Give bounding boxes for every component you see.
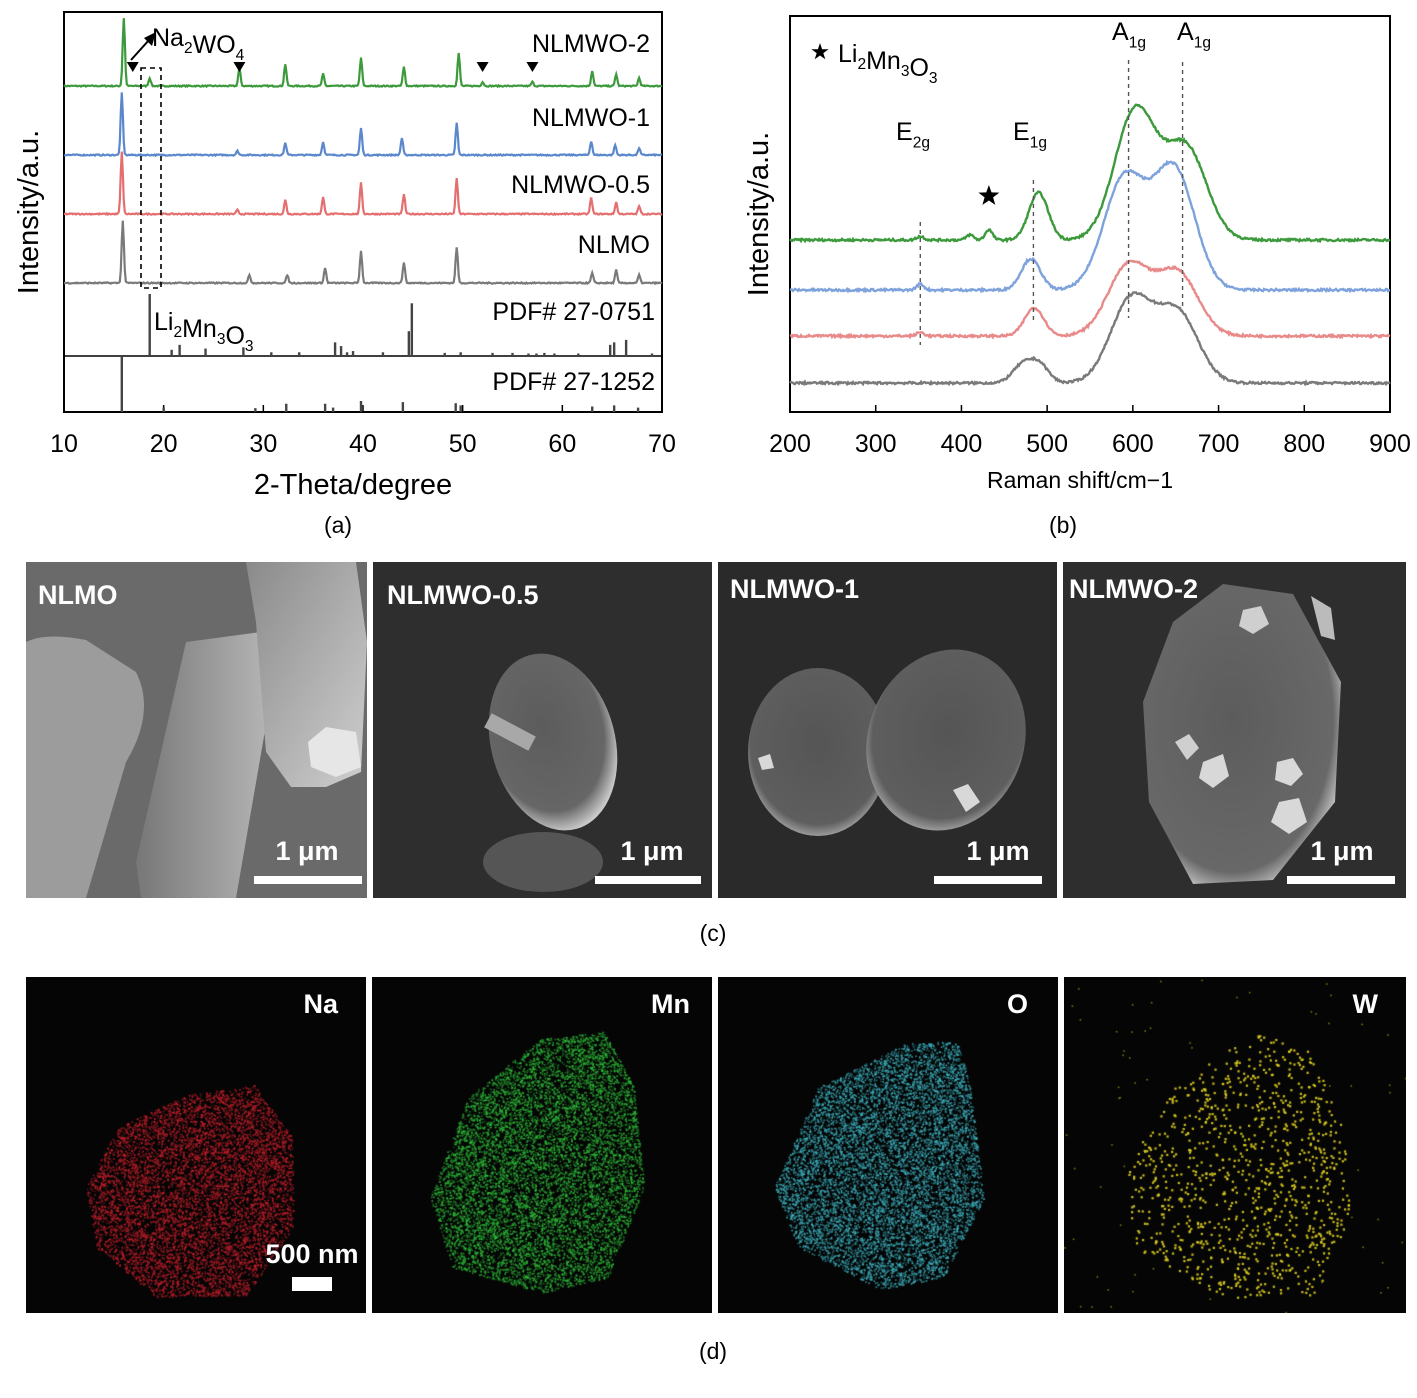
legend-label: Li2Mn3O3 [838,40,938,87]
scale-bar [254,876,362,884]
x-tick-label: 500 [1026,430,1068,458]
eds-map-o: O [718,977,1058,1313]
sem-image-nlmwo-2: NLMWO-2 1 μm [1063,562,1406,898]
x-tick-label: 600 [1112,430,1154,458]
xrd-chart: 10 20 30 40 50 60 70 2-Theta/degree Intensity/a.… [13,11,676,501]
scale-bar [595,876,701,884]
ref-label-2: PDF# 27-1252 [492,368,655,396]
scale-text: 1 μm [966,836,1030,866]
legend-star [811,43,829,60]
peak-label: A1g [1112,18,1146,52]
x-tick-label: 60 [548,430,576,458]
x-axis-label: 2-Theta/degree [254,469,452,501]
x-tick-label: 50 [449,430,477,458]
peak-label: E1g [1013,118,1047,152]
sem-image-nlmwo-1: NLMWO-1 1 μm [718,562,1057,898]
map-scale-text: 500 nm [265,1239,359,1269]
caption-c: (c) [699,920,727,946]
sem-image-nlmo: NLMO 1 μm [26,562,367,898]
ref-label-1: PDF# 27-0751 [492,298,655,326]
caption-d: (d) [698,1338,728,1364]
peak-marker-triangle [126,62,139,72]
star-marker [978,185,1000,205]
x-tick-label: 300 [855,430,897,458]
map-label-na: Na [303,989,338,1019]
y-axis-label: Intensity/a.u. [13,130,45,294]
raman-line-nlmo [789,291,1391,387]
peak-marker-triangle [233,62,246,72]
caption-b: (b) [1048,512,1078,538]
sem-image-nlmwo-0-5: NLMWO-0.5 1 μm [373,562,712,898]
xrd-line-nlmo [63,220,663,286]
peak-label: A1g [1177,18,1211,52]
eds-map-w: W [1064,977,1406,1313]
sem-label-nlmwo-2: NLMWO-2 [1069,574,1198,604]
series-label: NLMO [578,231,650,259]
xrd-line-nlmwo-2 [63,18,663,89]
eds-map-na: Na 500 nm [26,977,366,1313]
x-tick-label: 200 [769,430,811,458]
raman-chart: 200 300 400 500 600 700 800 900 Raman shift/cm−1… [743,15,1411,493]
scale-bar [1287,876,1395,884]
map-label-w: W [1352,989,1378,1019]
x-tick-label: 40 [349,430,377,458]
xrd-line-nlmwo-1 [63,92,663,158]
y-axis-label: Intensity/a.u. [743,132,775,296]
series-label: NLMWO-1 [532,104,650,132]
scale-text: 1 μm [620,836,684,866]
raman-line-nlmwo-1 [789,159,1391,294]
series-label: NLMWO-2 [532,30,650,58]
x-tick-label: 800 [1283,430,1325,458]
peak-marker-triangle [526,62,539,72]
x-axis-label: Raman shift/cm−1 [987,467,1173,493]
x-tick-label: 70 [648,430,676,458]
x-tick-label: 20 [150,430,178,458]
sem-label-nlmwo-1: NLMWO-1 [730,574,859,604]
plot-frame [789,15,1391,413]
x-tick-label: 900 [1369,430,1411,458]
map-scale-bar [292,1277,332,1291]
map-label-o: O [1006,989,1028,1019]
peak-label: E2g [896,118,930,152]
dashed-highlight-box [140,67,162,289]
x-tick-label: 10 [50,430,78,458]
sem-label-nlmwo-0-5: NLMWO-0.5 [387,580,539,610]
eds-map-mn: Mn [372,977,712,1313]
scale-text: 1 μm [1310,836,1374,866]
x-tick-label: 400 [941,430,983,458]
peak-marker-triangle [476,62,489,72]
map-label-mn: Mn [651,989,690,1019]
phase-label: Li2Mn3O3 [154,308,254,355]
raman-line-nlmwo-2 [789,103,1391,244]
scale-bar [934,876,1042,884]
annotation-na2wo4: Na2WO4 [152,24,245,64]
x-tick-label: 30 [249,430,277,458]
sem-label-nlmo: NLMO [38,580,118,610]
arrow-line [130,39,150,61]
xrd-line-nlmwo-0.5 [64,151,663,217]
series-label: NLMWO-0.5 [511,171,650,199]
caption-a: (a) [323,512,353,538]
x-tick-label: 700 [1198,430,1240,458]
scale-text: 1 μm [275,836,339,866]
raman-line-nlmwo-0.5 [789,259,1391,340]
arrow-head [144,32,156,46]
